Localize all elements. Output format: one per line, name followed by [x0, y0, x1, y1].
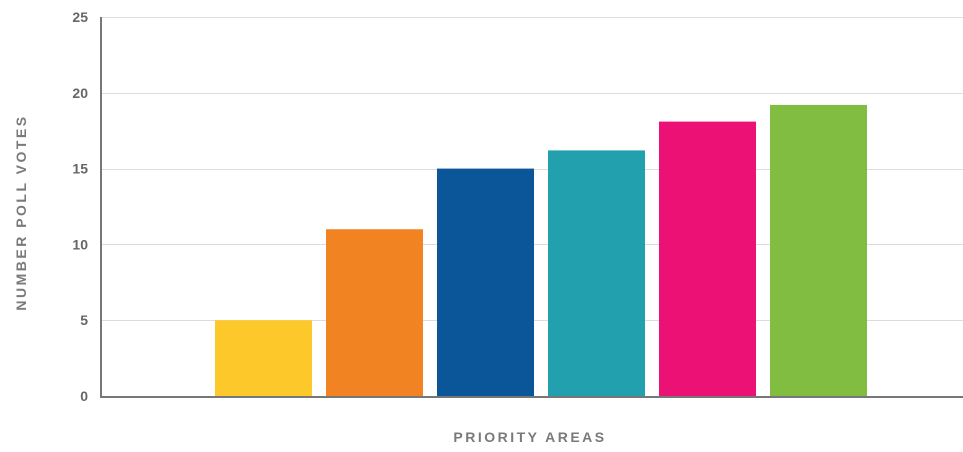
bar: [215, 320, 312, 396]
y-tick-label: 5: [80, 312, 88, 328]
bar: [548, 150, 645, 396]
y-tick-label: 25: [72, 9, 88, 25]
y-tick-label: 20: [72, 85, 88, 101]
bar: [659, 121, 756, 396]
axes: [100, 17, 963, 398]
y-tick-label: 10: [72, 236, 88, 252]
bar: [437, 168, 534, 396]
bar: [770, 104, 867, 396]
bars: [215, 104, 867, 396]
y-axis-title: NUMBER POLL VOTES: [13, 114, 29, 310]
bar: [326, 229, 423, 396]
y-tick-labels: 0 5 10 15 20 25: [72, 9, 88, 404]
y-tick-label: 0: [80, 388, 88, 404]
y-tick-label: 15: [72, 161, 88, 177]
x-axis-title: PRIORITY AREAS: [453, 429, 606, 445]
